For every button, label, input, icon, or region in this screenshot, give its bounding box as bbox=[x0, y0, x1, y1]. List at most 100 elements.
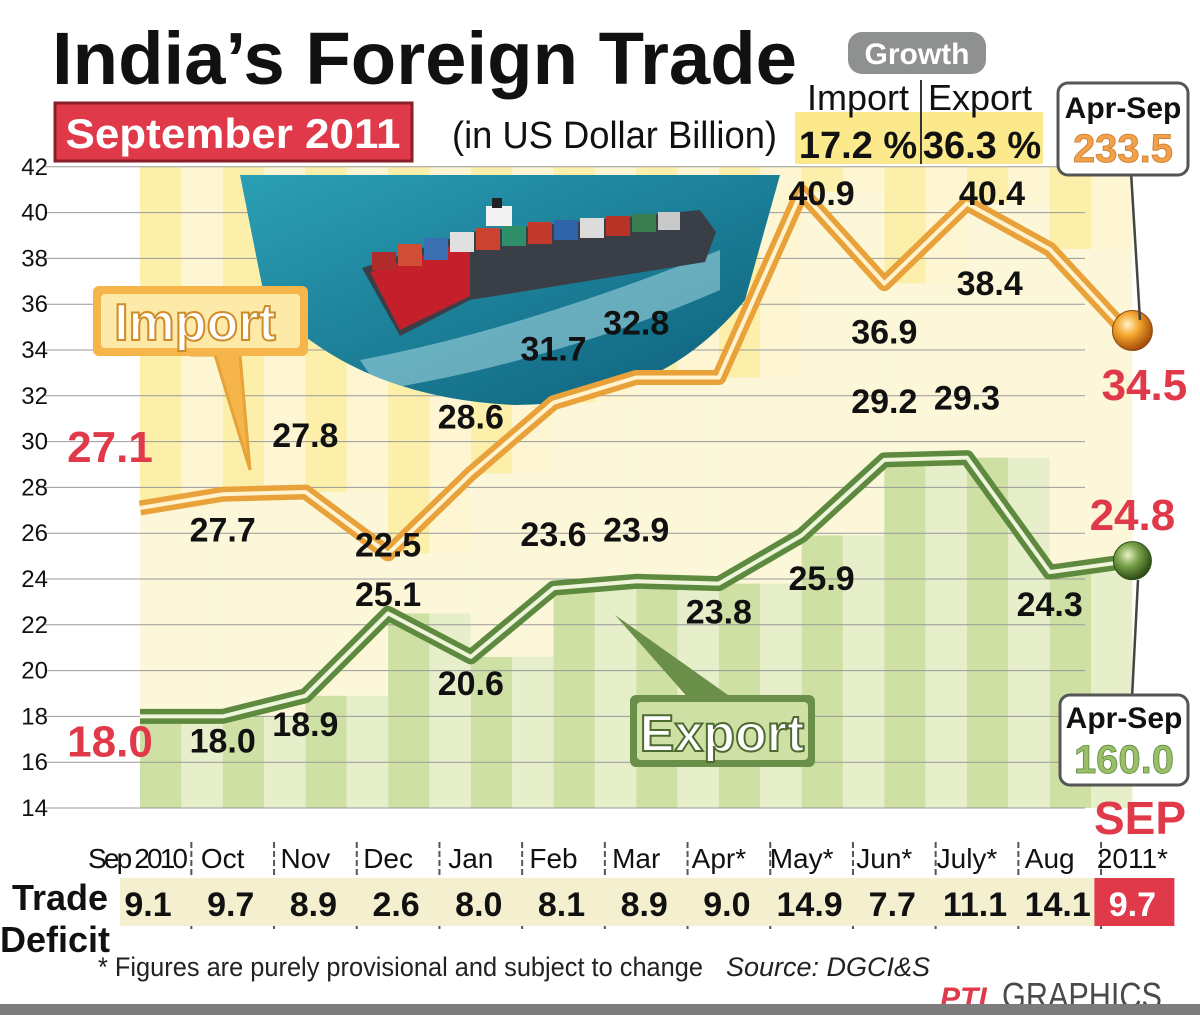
import-data-label: 40.9 bbox=[789, 175, 855, 213]
export-total-value: 160.0 bbox=[1074, 738, 1174, 782]
import-total-value: 233.5 bbox=[1073, 127, 1173, 171]
date-badge-text: September 2011 bbox=[66, 110, 401, 157]
y-tick-label: 20 bbox=[21, 658, 48, 685]
x-tick-label: 2011* bbox=[1097, 843, 1168, 874]
between-area-stripe bbox=[222, 494, 306, 717]
y-tick-label: 22 bbox=[21, 612, 48, 639]
y-tick-label: 40 bbox=[21, 200, 48, 227]
deficit-value: 8.0 bbox=[455, 886, 502, 924]
export-area-stripe bbox=[470, 656, 513, 808]
import-data-label: 28.6 bbox=[438, 399, 504, 437]
x-tick-label: Feb bbox=[529, 843, 577, 874]
import-series-label: Import bbox=[93, 286, 308, 471]
y-tick-label: 16 bbox=[21, 749, 48, 776]
import-area-stripe bbox=[1049, 166, 1092, 250]
bottom-bar bbox=[0, 1004, 1200, 1015]
source-note: Source: DGCI&S bbox=[726, 952, 930, 982]
between-area-stripe bbox=[553, 402, 637, 589]
growth-import-value: 17.2 % bbox=[799, 125, 917, 167]
series-layer bbox=[138, 184, 1153, 724]
export-data-label: 25.9 bbox=[789, 560, 855, 598]
export-total-callout: Apr-Sep 160.0 bbox=[1058, 579, 1190, 787]
deficit-value: 9.7 bbox=[1109, 886, 1156, 924]
y-tick-label: 18 bbox=[21, 703, 48, 730]
import-data-label: 27.7 bbox=[190, 511, 256, 549]
y-tick-label: 32 bbox=[21, 383, 48, 410]
export-data-label: 23.8 bbox=[686, 594, 752, 632]
import-area-stripe bbox=[1008, 166, 1050, 204]
import-area-stripe bbox=[1091, 166, 1133, 250]
export-data-label: 18.9 bbox=[272, 706, 338, 744]
y-tick-label: 30 bbox=[21, 429, 48, 456]
deficit-value: 2.6 bbox=[372, 886, 419, 924]
import-total-label: Apr-Sep bbox=[1065, 92, 1182, 125]
trade-deficit-label-line2: Deficit bbox=[0, 919, 110, 960]
deficit-value: 8.1 bbox=[538, 886, 585, 924]
between-area-stripe bbox=[636, 377, 719, 582]
export-data-label: 29.2 bbox=[851, 383, 917, 421]
export-end-marker bbox=[1112, 541, 1152, 581]
growth-heading: Growth bbox=[865, 38, 970, 71]
x-tick-label: Aug bbox=[1025, 843, 1075, 874]
y-tick-label: 36 bbox=[21, 291, 48, 318]
deficit-value: 8.9 bbox=[290, 886, 337, 924]
export-series-text: Export bbox=[640, 705, 805, 763]
cargo-ship-illustration bbox=[240, 175, 780, 405]
export-area-stripe bbox=[388, 613, 430, 808]
deficit-value: 9.0 bbox=[703, 886, 750, 924]
y-tick-label: 26 bbox=[21, 520, 48, 547]
export-total-label: Apr-Sep bbox=[1066, 702, 1183, 735]
deficit-value: 9.1 bbox=[124, 886, 171, 924]
export-area-stripe bbox=[346, 695, 389, 808]
x-tick-label: Mar bbox=[612, 843, 660, 874]
y-tick-label: 14 bbox=[21, 795, 48, 822]
import-end-marker bbox=[1111, 310, 1153, 352]
x-tick-label: Nov bbox=[281, 843, 331, 874]
import-data-label: 25.1 bbox=[355, 576, 421, 614]
export-line bbox=[140, 455, 1133, 719]
export-area-stripe bbox=[594, 588, 637, 808]
deficit-row-background bbox=[120, 878, 1100, 926]
trade-deficit-row: 9.1 9.7 8.9 2.6 8.0 8.1 8.9 9.0 14.9 7.7 11.1 14.1 9… bbox=[120, 878, 1175, 926]
growth-import-label: Import bbox=[807, 77, 909, 118]
export-data-label: 18.0 bbox=[67, 717, 153, 766]
import-data-label: 34.5 bbox=[1102, 361, 1188, 410]
between-area-stripe bbox=[388, 553, 471, 614]
export-data-label: 18.0 bbox=[190, 722, 256, 760]
x-tick-label: Dec bbox=[363, 843, 413, 874]
deficit-value: 8.9 bbox=[621, 886, 668, 924]
export-area-stripe bbox=[1008, 457, 1050, 808]
import-data-label: 31.7 bbox=[520, 331, 586, 369]
export-data-label: 24.3 bbox=[1017, 586, 1083, 624]
y-tick-label: 38 bbox=[21, 245, 48, 272]
import-total-callout: Apr-Sep 233.5 bbox=[1056, 81, 1190, 321]
export-area-stripe bbox=[636, 581, 678, 808]
deficit-value: 11.1 bbox=[943, 886, 1007, 924]
data-labels-layer: 27.1 27.7 27.8 25.1 28.6 31.7 32.8 40.9 36.9 40.4… bbox=[67, 175, 1187, 766]
export-area-stripe bbox=[512, 656, 554, 808]
export-data-label: 23.6 bbox=[520, 516, 586, 554]
import-series-text: Import bbox=[114, 294, 276, 352]
export-series-label: Export bbox=[615, 615, 815, 767]
chart-title: India’s Foreign Trade bbox=[52, 17, 797, 100]
x-tick-label: Sep 2010 bbox=[88, 843, 188, 874]
export-data-label: 20.6 bbox=[438, 665, 504, 703]
export-area-stripe bbox=[925, 459, 967, 808]
x-tick-label: May* bbox=[770, 843, 834, 874]
deficit-value: 9.7 bbox=[207, 886, 254, 924]
import-area-stripe bbox=[842, 166, 885, 192]
deficit-value: 7.7 bbox=[869, 886, 916, 924]
growth-export-value: 36.3 % bbox=[923, 125, 1041, 167]
export-data-label: 23.9 bbox=[603, 511, 669, 549]
y-tick-label: 28 bbox=[21, 474, 48, 501]
deficit-value: 14.9 bbox=[777, 886, 843, 924]
import-line bbox=[139, 189, 1134, 556]
growth-export-label: Export bbox=[928, 77, 1032, 118]
import-area-stripe bbox=[801, 166, 843, 192]
export-area-stripe bbox=[305, 695, 347, 808]
x-tick-label: Oct bbox=[201, 843, 245, 874]
y-tick-label: 34 bbox=[21, 337, 48, 364]
import-data-label: 40.4 bbox=[959, 175, 1025, 213]
export-area-stripe bbox=[553, 588, 595, 808]
